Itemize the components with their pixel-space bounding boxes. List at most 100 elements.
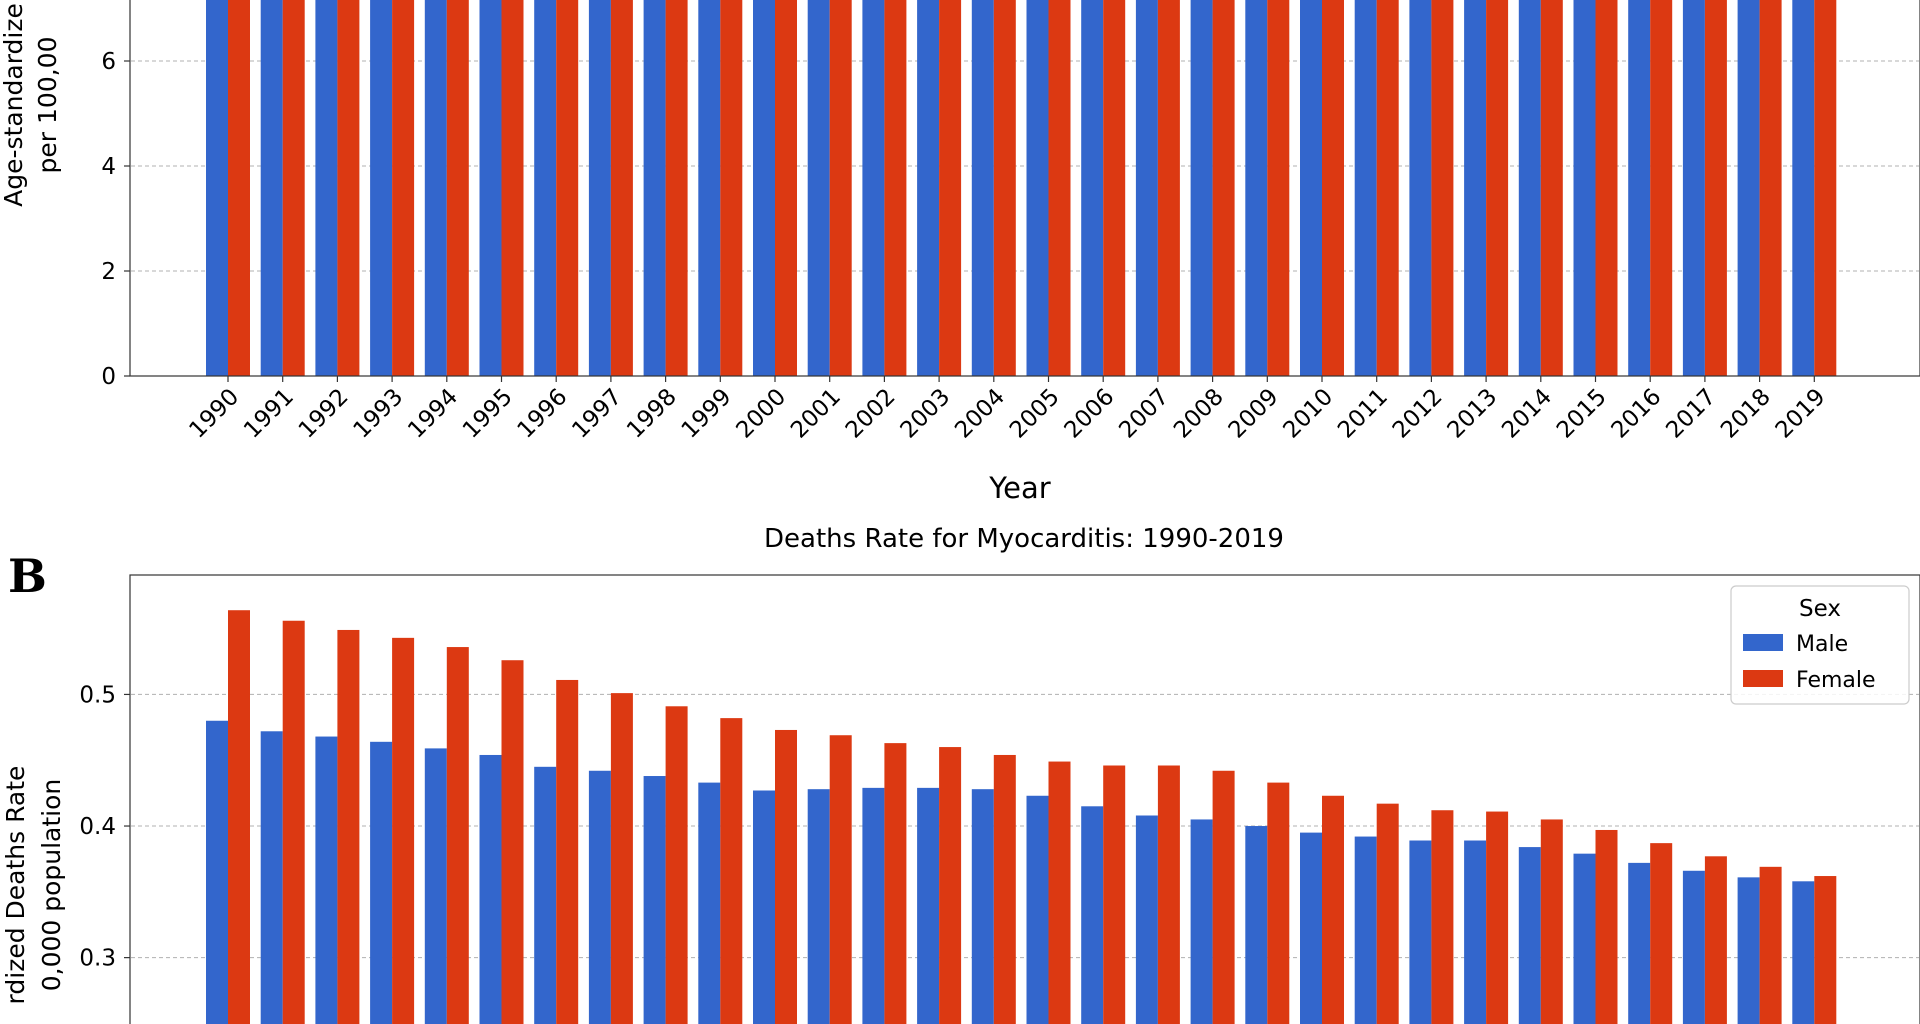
a-bar-female-2011 [1376, 0, 1399, 376]
a-xtick-label: 1997 [567, 384, 627, 444]
chart-a-xlabel: Year [988, 471, 1050, 505]
a-bar-male-2010 [1300, 0, 1322, 376]
a-bar-male-2004 [971, 0, 994, 376]
chart-b-ylabel-line1: rdized Deaths Rate [1, 766, 30, 1005]
a-bar-female-1992 [337, 0, 360, 376]
b-bar-female-2017 [1704, 856, 1727, 1024]
b-bar-female-2006 [1103, 765, 1126, 1024]
a-bar-male-2001 [807, 0, 830, 376]
legend-title: Sex [1799, 596, 1841, 622]
b-bar-male-2010 [1300, 832, 1322, 1024]
b-bar-female-2003 [939, 747, 962, 1024]
a-bar-female-2005 [1048, 0, 1071, 376]
a-xtick-label: 2010 [1278, 384, 1338, 444]
a-bar-male-2013 [1464, 0, 1487, 376]
a-bar-male-1994 [424, 0, 447, 376]
chart-b-title: Deaths Rate for Myocarditis: 1990-2019 [764, 524, 1284, 554]
a-xtick-label: 1990 [184, 384, 244, 444]
a-xtick-label: 2000 [731, 384, 791, 444]
a-bar-female-1990 [228, 0, 250, 376]
chart-a-frame [129, 0, 1920, 377]
a-bar-female-1997 [610, 0, 633, 376]
a-bar-male-2008 [1190, 0, 1213, 376]
b-bar-female-2015 [1595, 829, 1618, 1024]
a-bar-male-2003 [917, 0, 940, 376]
b-bar-female-2016 [1650, 843, 1673, 1024]
chart-a-ylabel-line2: per 100,00 [33, 37, 62, 174]
a-ytick-label: 4 [101, 154, 116, 180]
a-bar-female-2016 [1650, 0, 1673, 376]
a-ytick-label: 0 [101, 364, 116, 390]
b-ytick-label: 0.4 [79, 814, 116, 840]
b-bar-female-2002 [884, 743, 907, 1024]
b-bar-male-2004 [971, 789, 994, 1024]
b-bar-male-2005 [1026, 795, 1049, 1024]
a-bar-male-1993 [370, 0, 393, 376]
b-bar-female-2005 [1048, 761, 1071, 1024]
b-bar-male-2011 [1354, 836, 1377, 1024]
b-bar-male-2012 [1409, 840, 1432, 1024]
a-bar-female-2012 [1431, 0, 1454, 376]
b-bar-female-2014 [1540, 819, 1563, 1024]
b-bar-female-2012 [1431, 810, 1454, 1024]
a-bar-female-1999 [720, 0, 743, 376]
a-xtick-label: 2004 [950, 384, 1010, 444]
b-bar-male-2018 [1737, 877, 1760, 1024]
a-bar-female-2009 [1267, 0, 1290, 376]
a-bar-male-1995 [479, 0, 502, 376]
a-bar-male-1990 [206, 0, 228, 376]
b-bar-male-2017 [1682, 870, 1705, 1024]
b-bar-male-1995 [479, 754, 502, 1024]
a-bar-female-2010 [1322, 0, 1344, 376]
b-bar-female-1990 [228, 610, 250, 1024]
b-bar-male-2015 [1573, 853, 1596, 1024]
b-bar-female-1991 [282, 620, 305, 1024]
b-bar-male-2006 [1081, 806, 1104, 1024]
a-bar-female-2004 [993, 0, 1016, 376]
b-bar-male-2003 [917, 787, 940, 1024]
legend-label-male: Male [1796, 632, 1848, 657]
a-bar-female-2002 [884, 0, 907, 376]
a-xtick-label: 2014 [1497, 384, 1557, 444]
a-bar-male-2014 [1518, 0, 1541, 376]
a-bar-female-2015 [1595, 0, 1618, 376]
a-xtick-label: 2006 [1060, 384, 1120, 444]
a-xtick-label: 2015 [1552, 384, 1612, 444]
b-bar-female-2000 [775, 729, 797, 1024]
a-xtick-label: 1991 [239, 384, 299, 444]
chart-b-frame [129, 574, 1920, 1024]
a-xtick-label: 2017 [1661, 384, 1721, 444]
a-bar-male-2000 [753, 0, 775, 376]
a-bar-male-2019 [1792, 0, 1815, 376]
a-bar-female-2014 [1540, 0, 1563, 376]
a-xtick-label: 2011 [1333, 384, 1393, 444]
a-bar-male-1996 [534, 0, 557, 376]
chart-b-legend: Sex Male Female [1730, 585, 1910, 705]
b-bar-male-2007 [1135, 815, 1158, 1024]
b-bar-female-1997 [610, 693, 633, 1024]
b-ytick-label: 0.3 [79, 946, 116, 972]
a-xtick-label: 2007 [1114, 384, 1174, 444]
b-bar-female-1994 [446, 647, 469, 1024]
b-bar-male-2014 [1518, 847, 1541, 1024]
b-bar-male-1996 [534, 766, 557, 1024]
a-bar-female-2000 [775, 0, 797, 376]
a-bar-female-1995 [501, 0, 524, 376]
b-bar-male-1997 [588, 770, 611, 1024]
a-xtick-label: 2008 [1169, 384, 1229, 444]
b-bar-male-2019 [1792, 881, 1815, 1024]
b-bar-female-1992 [337, 629, 360, 1024]
a-bar-male-2011 [1354, 0, 1377, 376]
a-bar-female-2018 [1759, 0, 1782, 376]
a-xtick-label: 2009 [1224, 384, 1284, 444]
a-bar-male-2002 [862, 0, 885, 376]
a-bar-female-1993 [392, 0, 415, 376]
b-bar-male-1991 [260, 731, 283, 1024]
b-bar-male-1999 [698, 782, 721, 1024]
b-bar-female-2011 [1376, 803, 1399, 1024]
a-bar-female-2006 [1103, 0, 1126, 376]
a-bar-male-1998 [643, 0, 666, 376]
a-bar-female-2019 [1814, 0, 1837, 376]
